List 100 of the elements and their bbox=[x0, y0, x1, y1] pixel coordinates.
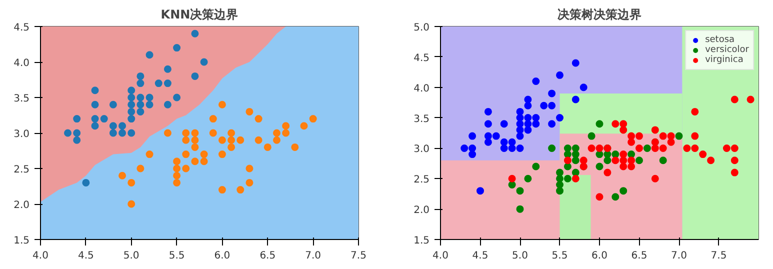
x-tick-label: 4.5 bbox=[472, 250, 488, 262]
point bbox=[556, 71, 564, 79]
point bbox=[532, 78, 540, 86]
point bbox=[572, 150, 580, 158]
point bbox=[588, 132, 596, 140]
point bbox=[643, 144, 651, 152]
point bbox=[173, 94, 181, 102]
y-tick-label: 5.0 bbox=[414, 22, 430, 34]
x-tick-label: 6.5 bbox=[631, 250, 648, 262]
point bbox=[64, 129, 72, 137]
point bbox=[182, 136, 190, 144]
point bbox=[659, 132, 667, 140]
x-tick-label: 4.5 bbox=[78, 250, 94, 262]
y-tick-label: 2.0 bbox=[14, 200, 30, 211]
point bbox=[730, 156, 738, 164]
point bbox=[164, 65, 172, 73]
point bbox=[572, 174, 580, 182]
point bbox=[128, 100, 136, 108]
point bbox=[146, 150, 154, 158]
point bbox=[173, 164, 181, 172]
point bbox=[136, 164, 144, 172]
x-tick-label: 4.0 bbox=[32, 250, 48, 262]
chart-title: 决策树决策边界 bbox=[558, 8, 642, 22]
point bbox=[524, 120, 532, 128]
x-tick-label: 7.5 bbox=[350, 250, 366, 262]
y-tick-label: 1.5 bbox=[414, 236, 430, 246]
point bbox=[484, 138, 492, 146]
y-tick-label: 4.5 bbox=[414, 52, 430, 64]
point bbox=[730, 144, 738, 152]
point bbox=[620, 126, 628, 134]
point bbox=[73, 136, 81, 144]
point bbox=[532, 162, 540, 170]
x-tick-label: 6.5 bbox=[260, 250, 276, 262]
point bbox=[128, 108, 136, 116]
point bbox=[282, 122, 290, 130]
point bbox=[548, 144, 556, 152]
point bbox=[200, 58, 208, 66]
x-tick-label: 5.0 bbox=[512, 250, 528, 262]
x-tick-label: 7.5 bbox=[710, 250, 727, 262]
y-tick-label: 1.5 bbox=[14, 236, 30, 246]
point bbox=[556, 180, 564, 188]
point bbox=[182, 150, 190, 158]
point bbox=[651, 144, 659, 152]
y-tick-label: 2.5 bbox=[14, 164, 30, 176]
legend-label: virginica bbox=[705, 55, 744, 65]
point bbox=[532, 114, 540, 122]
point bbox=[91, 86, 99, 94]
point bbox=[564, 156, 572, 164]
point bbox=[246, 178, 254, 186]
point bbox=[516, 114, 524, 122]
point bbox=[667, 138, 675, 146]
point bbox=[596, 144, 604, 152]
point bbox=[82, 178, 90, 186]
point bbox=[246, 164, 254, 172]
point bbox=[128, 178, 136, 186]
point bbox=[191, 129, 199, 137]
point bbox=[628, 132, 636, 140]
point bbox=[596, 120, 604, 128]
point bbox=[128, 129, 136, 137]
point bbox=[468, 132, 476, 140]
point bbox=[118, 129, 126, 137]
point bbox=[516, 126, 524, 134]
point bbox=[109, 100, 117, 108]
y-tick-label: 2.0 bbox=[414, 205, 430, 216]
point bbox=[191, 30, 199, 38]
y-tick-label: 3.0 bbox=[414, 144, 430, 156]
x-tick-label: 5.5 bbox=[168, 250, 185, 262]
point bbox=[730, 168, 738, 176]
point bbox=[218, 100, 226, 108]
legend-label: versicolor bbox=[705, 45, 749, 55]
point bbox=[524, 96, 532, 104]
point bbox=[580, 84, 588, 92]
point bbox=[109, 122, 117, 130]
point bbox=[191, 136, 199, 144]
point bbox=[484, 132, 492, 140]
point bbox=[236, 136, 244, 144]
point bbox=[580, 156, 588, 164]
point bbox=[228, 129, 236, 137]
point bbox=[524, 126, 532, 134]
point bbox=[548, 120, 556, 128]
point bbox=[468, 150, 476, 158]
point bbox=[667, 132, 675, 140]
point bbox=[468, 144, 476, 152]
point bbox=[604, 156, 612, 164]
point bbox=[136, 72, 144, 80]
point bbox=[524, 174, 532, 182]
point bbox=[173, 178, 181, 186]
point bbox=[620, 150, 628, 158]
point bbox=[91, 100, 99, 108]
point bbox=[91, 122, 99, 130]
point bbox=[484, 120, 492, 128]
point bbox=[691, 132, 699, 140]
point bbox=[272, 129, 280, 137]
point bbox=[109, 129, 117, 137]
point bbox=[620, 162, 628, 170]
x-tick-label: 6.0 bbox=[592, 250, 608, 262]
point bbox=[540, 102, 548, 110]
point bbox=[556, 168, 564, 176]
point bbox=[228, 143, 236, 151]
point bbox=[620, 156, 628, 164]
